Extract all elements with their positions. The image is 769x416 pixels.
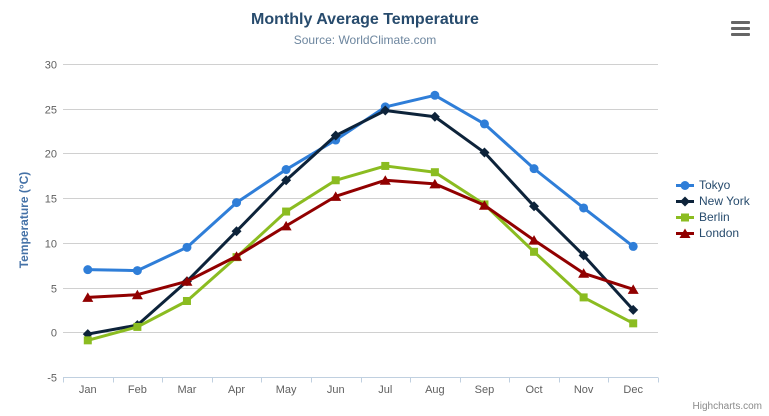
x-axis-tick-label: May	[276, 384, 297, 396]
legend-symbol-circle-icon	[676, 180, 694, 190]
x-axis-tick-label: Jul	[378, 384, 392, 396]
data-point[interactable]	[181, 276, 193, 286]
data-point[interactable]	[529, 164, 539, 174]
legend-marker[interactable]	[681, 213, 689, 221]
data-point[interactable]	[430, 168, 439, 177]
data-point[interactable]	[82, 292, 94, 302]
credits-link[interactable]: Highcharts.com	[692, 401, 762, 412]
series-line-new-york[interactable]	[86, 109, 635, 336]
hamburger-icon	[731, 26, 750, 31]
x-axis-tick-label: Oct	[525, 384, 542, 396]
data-point[interactable]	[131, 289, 143, 300]
x-axis-tick-label: Jun	[327, 384, 345, 396]
legend-marker[interactable]	[680, 196, 690, 206]
y-axis-tick-label: 25	[45, 105, 57, 117]
data-point[interactable]	[629, 319, 638, 328]
data-point[interactable]	[182, 296, 191, 305]
data-point[interactable]	[628, 241, 638, 251]
legend-symbol-square-icon	[676, 213, 694, 221]
data-point[interactable]	[231, 226, 242, 237]
legend-label: New York	[699, 194, 750, 208]
x-axis-tick-label: Jan	[79, 384, 97, 396]
context-menu-button[interactable]	[731, 21, 750, 36]
x-axis-tick-label: Feb	[128, 384, 147, 396]
legend-item-new-york[interactable]: New York	[676, 193, 750, 209]
chart-subtitle: Source: WorldClimate.com	[293, 33, 437, 47]
data-point[interactable]	[133, 322, 142, 331]
y-axis-tick-label: 0	[51, 328, 57, 340]
chart-title: Monthly Average Temperature	[251, 11, 479, 28]
legend-symbol-triangle-icon	[676, 228, 694, 238]
data-point[interactable]	[429, 111, 440, 122]
legend-marker[interactable]	[680, 180, 690, 190]
series-line-berlin[interactable]	[86, 164, 635, 342]
legend-marker[interactable]	[679, 228, 691, 238]
data-point[interactable]	[579, 203, 589, 213]
legend-label: Berlin	[699, 210, 730, 224]
y-axis-tick-label: 30	[45, 60, 57, 72]
data-point[interactable]	[281, 175, 292, 186]
data-point[interactable]	[529, 201, 540, 212]
data-point[interactable]	[479, 147, 490, 158]
hamburger-icon	[731, 32, 750, 36]
y-axis-tick-label: -5	[47, 373, 57, 385]
data-point[interactable]	[280, 220, 292, 231]
hamburger-icon	[731, 21, 750, 25]
data-point[interactable]	[579, 293, 588, 302]
data-point[interactable]	[430, 90, 440, 100]
data-point[interactable]	[379, 175, 391, 185]
y-axis-tick-label: 20	[45, 149, 57, 161]
data-point[interactable]	[83, 265, 93, 275]
series-line-london[interactable]	[86, 178, 635, 299]
x-axis-tick-label: Sep	[475, 384, 495, 396]
data-point[interactable]	[479, 119, 489, 129]
data-point[interactable]	[528, 235, 540, 245]
data-point[interactable]	[83, 336, 92, 345]
data-point[interactable]	[331, 176, 340, 185]
legend: Tokyo New York Berlin London	[676, 177, 750, 241]
legend-label: Tokyo	[699, 178, 731, 192]
data-point[interactable]	[381, 161, 390, 170]
data-point[interactable]	[578, 250, 589, 261]
data-point[interactable]	[380, 105, 391, 116]
legend-label: London	[699, 226, 740, 240]
legend-item-berlin[interactable]: Berlin	[676, 209, 750, 225]
legend-symbol-diamond-icon	[676, 196, 694, 206]
y-axis-tick-label: 10	[45, 239, 57, 251]
x-axis-tick-label: Apr	[228, 384, 245, 396]
data-point[interactable]	[578, 268, 590, 278]
data-point[interactable]	[281, 165, 291, 175]
y-axis-tick-label: 15	[45, 194, 57, 206]
data-point[interactable]	[232, 198, 242, 208]
data-point[interactable]	[330, 130, 341, 141]
x-axis-tick-label: Nov	[574, 384, 594, 396]
x-axis-tick-label: Dec	[623, 384, 643, 396]
data-point[interactable]	[132, 266, 142, 276]
data-point[interactable]	[628, 304, 639, 315]
data-point[interactable]	[627, 284, 639, 294]
data-point[interactable]	[282, 207, 291, 216]
data-point[interactable]	[182, 242, 192, 252]
data-point[interactable]	[530, 247, 539, 256]
legend-item-tokyo[interactable]: Tokyo	[676, 177, 750, 193]
data-point[interactable]	[231, 251, 243, 261]
data-point[interactable]	[478, 200, 490, 210]
legend-item-london[interactable]: London	[676, 225, 750, 241]
data-point[interactable]	[330, 191, 342, 201]
x-axis-tick-label: Aug	[425, 384, 445, 396]
x-axis-tick-label: Mar	[177, 384, 196, 396]
data-point[interactable]	[429, 178, 441, 189]
y-axis-tick-label: 5	[51, 284, 57, 296]
